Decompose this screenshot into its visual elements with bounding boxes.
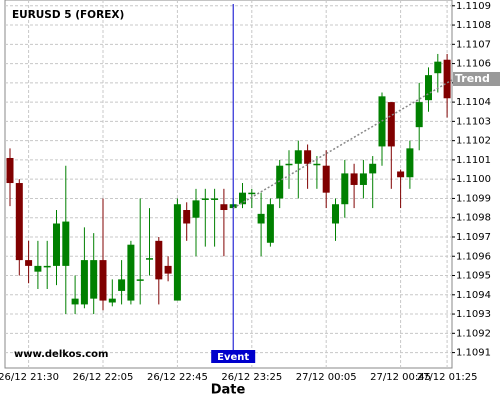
candle-body	[192, 200, 200, 218]
trend-label: Trend	[455, 72, 490, 85]
y-tick-label: 1.1108	[456, 20, 491, 31]
x-tick-label: 27/12 01:25	[417, 372, 478, 383]
y-tick-label: 1.1101	[456, 155, 491, 166]
y-tick-label: 1.1107	[456, 39, 491, 50]
candle-body	[62, 221, 70, 266]
candle-body	[34, 265, 42, 272]
event-label-box	[211, 350, 256, 363]
candle-body	[220, 204, 228, 211]
candle-body	[248, 192, 256, 195]
candle-body	[90, 260, 98, 299]
candle-body	[266, 204, 274, 243]
watermark: www.delkos.com	[14, 349, 108, 360]
y-tick-label: 1.1109	[456, 1, 491, 12]
candle-body	[443, 59, 451, 99]
candle-body	[155, 240, 163, 280]
y-tick-label: 1.1092	[456, 328, 491, 339]
candle-body	[173, 204, 181, 301]
candle-body	[285, 163, 293, 166]
candle-body	[127, 244, 135, 301]
candle-body	[341, 173, 349, 205]
candle-body	[415, 102, 423, 128]
candle-body	[434, 61, 442, 74]
event-label: Event	[217, 352, 249, 363]
candle-body	[359, 173, 367, 185]
candle-body	[350, 173, 358, 185]
x-tick-label: 26/12 22:45	[147, 372, 208, 383]
candle-body	[313, 163, 321, 166]
candle-body	[369, 163, 377, 174]
candle-body	[406, 148, 414, 178]
x-tick-label: 26/12 21:30	[0, 372, 59, 383]
candle-body	[6, 157, 14, 184]
x-tick-label: 26/12 22:05	[73, 372, 134, 383]
candle-body	[294, 150, 302, 164]
candle-body	[108, 298, 116, 303]
x-tick-label: 26/12 23:25	[221, 372, 282, 383]
candle-body	[425, 75, 432, 101]
y-tick-label: 1.1098	[456, 213, 491, 224]
candle-body	[15, 183, 23, 261]
grid	[5, 0, 452, 368]
candle-body	[80, 260, 88, 305]
candle-body	[201, 198, 209, 200]
candle-body	[53, 223, 60, 266]
y-tick-label: 1.1091	[456, 348, 491, 359]
marks	[6, 53, 451, 315]
trend-line	[232, 78, 454, 209]
candle-body	[164, 265, 172, 274]
candle-body	[118, 279, 126, 291]
y-tick-label: 1.1097	[456, 232, 491, 243]
candle-body	[239, 192, 246, 205]
candle-body	[99, 260, 107, 301]
x-tick-label: 27/12 00:05	[296, 372, 357, 383]
y-tick-label: 1.1102	[456, 136, 491, 147]
x-axis-label: Date	[211, 383, 246, 398]
y-tick-label: 1.1104	[456, 97, 491, 108]
candle-body	[146, 258, 153, 260]
candle-body	[276, 165, 284, 199]
y-tick-label: 1.1100	[456, 174, 491, 185]
y-tick-label: 1.1106	[456, 59, 491, 70]
candle-body	[257, 213, 265, 224]
candle-body	[43, 265, 51, 268]
y-tick-label: 1.1093	[456, 309, 491, 320]
y-tick-label: 1.1103	[456, 116, 491, 127]
candle-body	[136, 279, 144, 281]
trend-label-box	[453, 71, 500, 86]
candle-body	[332, 204, 339, 224]
y-tick-label: 1.1099	[456, 193, 491, 204]
plot-area	[4, 0, 453, 369]
candle-body	[25, 260, 33, 266]
y-tick-label: 1.1094	[456, 290, 491, 301]
y-tick-label: 1.1095	[456, 271, 491, 282]
candle-body	[322, 165, 330, 193]
y-tick-label: 1.1096	[456, 251, 491, 262]
candle-body	[387, 102, 395, 147]
candle-body	[183, 210, 191, 224]
candle-body	[304, 150, 312, 164]
candle-body	[71, 298, 79, 305]
chart-title: EURUSD 5 (FOREX)	[12, 9, 124, 21]
candle-body	[397, 171, 405, 178]
x-tick-label: 27/12 00:45	[370, 372, 431, 383]
candle-body	[211, 198, 219, 200]
